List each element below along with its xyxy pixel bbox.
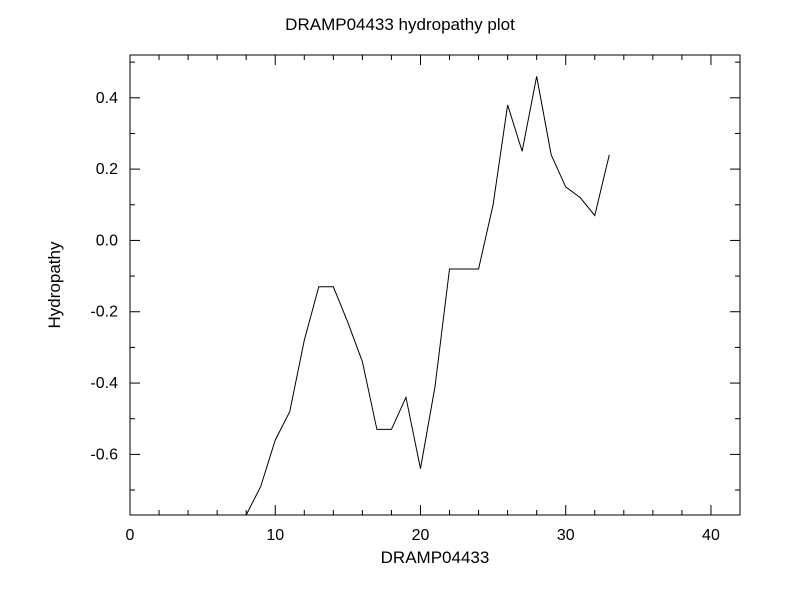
y-ticks-left (130, 62, 140, 490)
hydropathy-chart: DRAMP04433 hydropathy plot 0 10 20 30 40 -0.… (0, 0, 800, 600)
y-tick-label: -0.2 (90, 304, 118, 321)
y-tick-label: -0.6 (90, 446, 118, 463)
x-tick-label: 0 (126, 527, 135, 544)
x-tick-label: 30 (557, 527, 575, 544)
y-axis-label: Hydropathy (45, 241, 64, 328)
y-ticks-right (730, 62, 740, 490)
x-tick-label: 40 (702, 527, 720, 544)
x-tick-label: 10 (266, 527, 284, 544)
y-tick-label: 0.2 (96, 161, 118, 178)
x-tick-labels: 0 10 20 30 40 (126, 527, 720, 544)
x-tick-label: 20 (412, 527, 430, 544)
chart-svg: DRAMP04433 hydropathy plot 0 10 20 30 40 -0.… (0, 0, 800, 600)
chart-title: DRAMP04433 hydropathy plot (285, 15, 515, 34)
y-tick-labels: -0.6 -0.4 -0.2 0.0 0.2 0.4 (90, 90, 118, 464)
hydropathy-line (246, 76, 609, 515)
x-ticks-bottom (130, 505, 740, 515)
y-tick-label: 0.0 (96, 232, 118, 249)
y-tick-label: 0.4 (96, 90, 118, 107)
y-tick-label: -0.4 (90, 375, 118, 392)
x-ticks-top (130, 55, 740, 65)
plot-border (130, 55, 740, 515)
x-axis-label: DRAMP04433 (381, 548, 490, 567)
